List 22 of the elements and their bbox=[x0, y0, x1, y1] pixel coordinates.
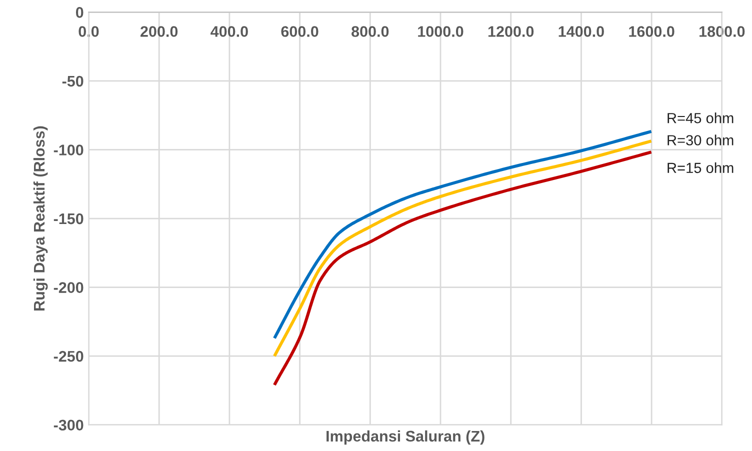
x-axis-title: Impedansi Saluran (Z) bbox=[326, 430, 484, 445]
y-tick-label: -200 bbox=[54, 282, 84, 293]
y-tick-label: -150 bbox=[54, 213, 84, 224]
x-tick-label: 1400.0 bbox=[558, 26, 604, 37]
y-tick-label: 0 bbox=[76, 7, 84, 18]
x-tick-label: 1000.0 bbox=[418, 26, 464, 37]
y-tick-label: -50 bbox=[62, 76, 84, 87]
x-tick-label: 1600.0 bbox=[629, 26, 674, 37]
y-tick-label: -250 bbox=[54, 350, 84, 362]
series-label: R=45 ohm bbox=[668, 112, 734, 124]
series-label: R=15 ohm bbox=[668, 162, 734, 174]
x-tick-label: 800.0 bbox=[352, 26, 389, 37]
x-tick-label: 400.0 bbox=[210, 26, 248, 37]
x-tick-label: 600.0 bbox=[281, 26, 318, 37]
y-tick-label: -300 bbox=[54, 420, 84, 431]
y-tick-label: -100 bbox=[54, 144, 84, 156]
x-tick-label: 1800.0 bbox=[700, 26, 745, 37]
x-tick-label: 1200.0 bbox=[488, 26, 534, 37]
x-tick-label: 0.0 bbox=[78, 26, 99, 37]
x-tick-label: 200.0 bbox=[140, 26, 178, 37]
y-axis-title: Rugi Daya Reaktif (Rloss) bbox=[33, 126, 48, 310]
series-label: R=30 ohm bbox=[668, 134, 734, 146]
